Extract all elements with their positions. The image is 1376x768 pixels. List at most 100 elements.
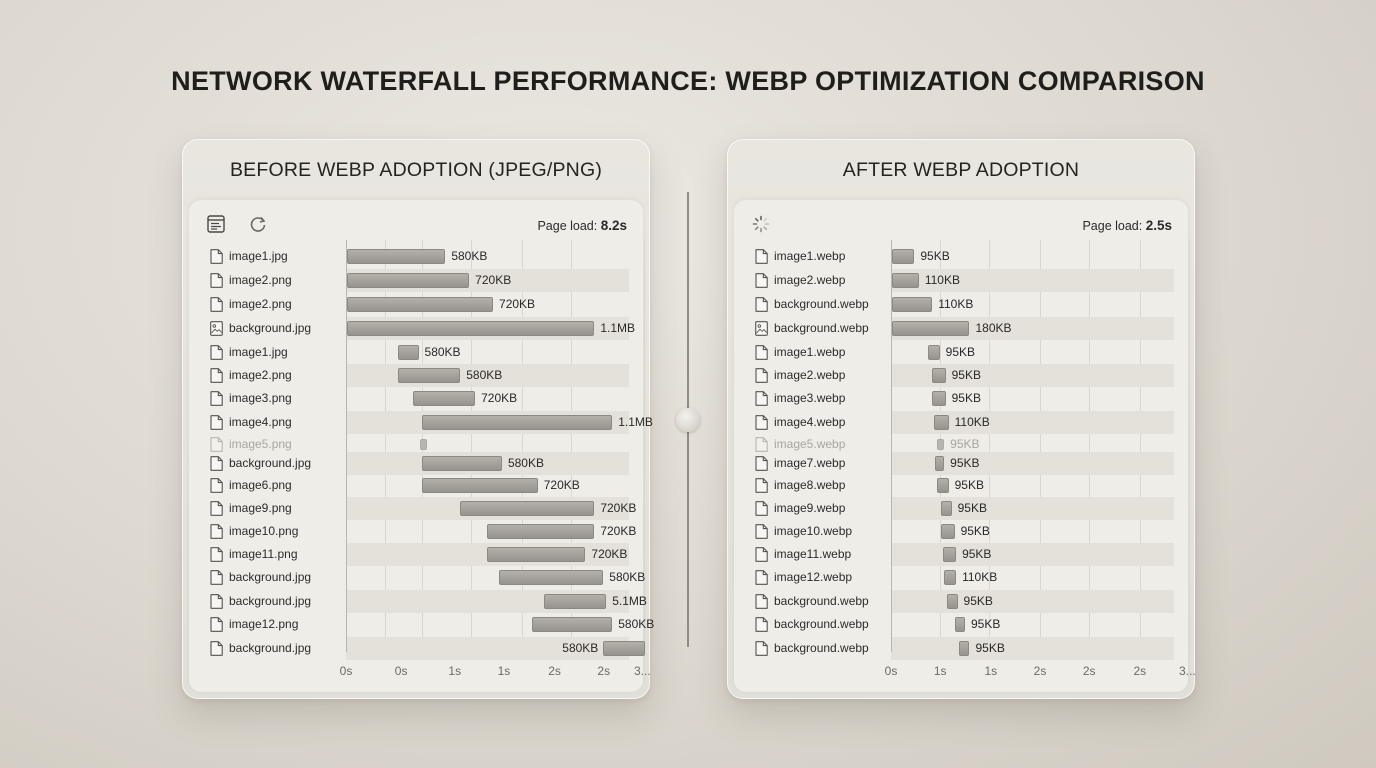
timing-bar[interactable] xyxy=(936,439,945,450)
waterfall-row[interactable]: background.webp 95KB xyxy=(748,637,1174,660)
waterfall-row[interactable]: image2.png 580KB xyxy=(203,364,629,387)
before-webp-panel: BEFORE WEBP ADOPTION (JPEG/PNG) Page xyxy=(182,139,654,699)
timing-bar[interactable] xyxy=(412,391,476,406)
waterfall-row[interactable]: background.webp 95KB xyxy=(748,590,1174,613)
waterfall-row[interactable]: image1.jpg 580KB xyxy=(203,245,629,268)
file-icon xyxy=(755,547,768,562)
network-panel-icon[interactable] xyxy=(205,213,227,235)
waterfall-row[interactable]: background.jpg 1.1MB xyxy=(203,317,635,340)
timing-bar[interactable] xyxy=(421,415,613,430)
waterfall-row[interactable]: image4.png 1.1MB xyxy=(203,411,653,434)
timing-bar[interactable] xyxy=(892,273,919,288)
waterfall-row[interactable]: image2.png 720KB xyxy=(203,269,629,292)
waterfall-row[interactable]: image1.webp 95KB xyxy=(748,245,1174,268)
timing-bar[interactable] xyxy=(498,570,604,585)
waterfall-row[interactable]: image11.png 720KB xyxy=(203,543,629,566)
transfer-size: 580KB xyxy=(424,345,461,359)
waterfall-row[interactable]: image1.webp 95KB xyxy=(748,341,1174,364)
waterfall-row[interactable]: image1.jpg 580KB xyxy=(203,341,629,364)
resource-name: image1.webp xyxy=(774,345,846,359)
waterfall-row[interactable]: image9.webp 95KB xyxy=(748,497,1174,520)
timing-bar[interactable] xyxy=(935,456,945,471)
file-icon xyxy=(755,478,768,493)
timing-bar[interactable] xyxy=(936,478,949,493)
timing-bar[interactable] xyxy=(892,321,970,336)
timing-bar[interactable] xyxy=(944,570,957,585)
waterfall-row[interactable]: image10.png 720KB xyxy=(203,520,636,543)
waterfall-row[interactable]: background.webp 95KB xyxy=(748,613,1174,636)
timing-bar[interactable] xyxy=(460,501,595,516)
waterfall-row[interactable]: background.webp 180KB xyxy=(748,317,1174,340)
waterfall-row[interactable]: image2.png 720KB xyxy=(203,293,629,316)
time-tick-label: 2s xyxy=(1033,664,1047,678)
waterfall-row[interactable]: image3.png 720KB xyxy=(203,387,629,410)
timing-bar[interactable] xyxy=(347,273,470,288)
timing-bar[interactable] xyxy=(421,478,538,493)
time-tick-label: 2s xyxy=(1082,664,1096,678)
waterfall-row[interactable]: background.jpg 580KB xyxy=(203,452,629,475)
waterfall-row[interactable]: image6.png 720KB xyxy=(203,474,629,497)
time-tick-label: 0s xyxy=(884,664,898,678)
resource-name: image9.png xyxy=(229,501,292,515)
file-icon xyxy=(210,456,223,471)
timing-bar[interactable] xyxy=(892,297,933,312)
timing-bar[interactable] xyxy=(487,547,586,562)
waterfall-row[interactable]: image9.png 720KB xyxy=(203,497,636,520)
time-gridline xyxy=(1040,240,1041,652)
timing-bar[interactable] xyxy=(531,617,613,632)
file-icon xyxy=(210,273,223,288)
waterfall-row[interactable]: background.jpg 5.1MB xyxy=(203,590,647,613)
timing-bar[interactable] xyxy=(941,524,955,539)
file-icon xyxy=(210,249,223,264)
timing-bar[interactable] xyxy=(421,456,502,471)
resource-name: image5.webp xyxy=(774,437,846,451)
waterfall-row[interactable]: image11.webp 95KB xyxy=(748,543,1174,566)
resource-name: image9.webp xyxy=(774,501,846,515)
waterfall-row[interactable]: image12.webp 110KB xyxy=(748,566,1174,589)
timing-bar[interactable] xyxy=(941,501,952,516)
divider-handle[interactable] xyxy=(676,408,700,432)
time-gridline xyxy=(1189,240,1190,652)
waterfall-row[interactable]: background.jpg 580KB xyxy=(203,637,645,660)
waterfall-row[interactable]: image5.png xyxy=(203,433,629,456)
timing-bar[interactable] xyxy=(397,368,461,383)
timing-bar[interactable] xyxy=(347,249,446,264)
timing-bar[interactable] xyxy=(954,617,965,632)
panel-heading: AFTER WEBP ADOPTION xyxy=(842,159,1080,181)
waterfall-row[interactable]: image2.webp 95KB xyxy=(748,364,1174,387)
waterfall-row[interactable]: image5.webp 95KB xyxy=(748,433,1174,456)
timing-bar[interactable] xyxy=(932,368,946,383)
timing-bar[interactable] xyxy=(947,594,958,609)
file-icon xyxy=(210,641,223,656)
waterfall-row[interactable]: image12.png 580KB xyxy=(203,613,654,636)
timing-bar[interactable] xyxy=(933,415,949,430)
resource-name: background.webp xyxy=(774,617,869,631)
timing-bar[interactable] xyxy=(397,345,419,360)
waterfall-row[interactable]: image8.webp 95KB xyxy=(748,474,1174,497)
resource-name: image11.png xyxy=(229,547,298,561)
waterfall-row[interactable]: background.jpg 580KB xyxy=(203,566,645,589)
timing-bar[interactable] xyxy=(927,345,940,360)
row-stripe xyxy=(346,637,629,660)
timing-bar[interactable] xyxy=(487,524,595,539)
timing-bar[interactable] xyxy=(603,641,645,656)
timing-bar[interactable] xyxy=(932,391,946,406)
waterfall-row[interactable]: background.webp 110KB xyxy=(748,293,1174,316)
waterfall-row[interactable]: image7.webp 95KB xyxy=(748,452,1174,475)
timing-bar[interactable] xyxy=(347,321,595,336)
timing-bar[interactable] xyxy=(892,249,915,264)
resource-name: image2.webp xyxy=(774,368,846,382)
timing-bar[interactable] xyxy=(959,641,970,656)
waterfall-row[interactable]: image3.webp 95KB xyxy=(748,387,1174,410)
resource-name: background.webp xyxy=(774,297,869,311)
timing-bar[interactable] xyxy=(543,594,607,609)
transfer-size: 95KB xyxy=(971,617,1001,631)
waterfall-row[interactable]: image2.webp 110KB xyxy=(748,269,1174,292)
waterfall-row[interactable]: image10.webp 95KB xyxy=(748,520,1174,543)
waterfall-row[interactable]: image4.webp 110KB xyxy=(748,411,1174,434)
reload-icon[interactable] xyxy=(247,213,269,235)
timing-bar[interactable] xyxy=(420,439,428,450)
row-stripe xyxy=(891,364,1174,387)
timing-bar[interactable] xyxy=(942,547,957,562)
timing-bar[interactable] xyxy=(347,297,494,312)
